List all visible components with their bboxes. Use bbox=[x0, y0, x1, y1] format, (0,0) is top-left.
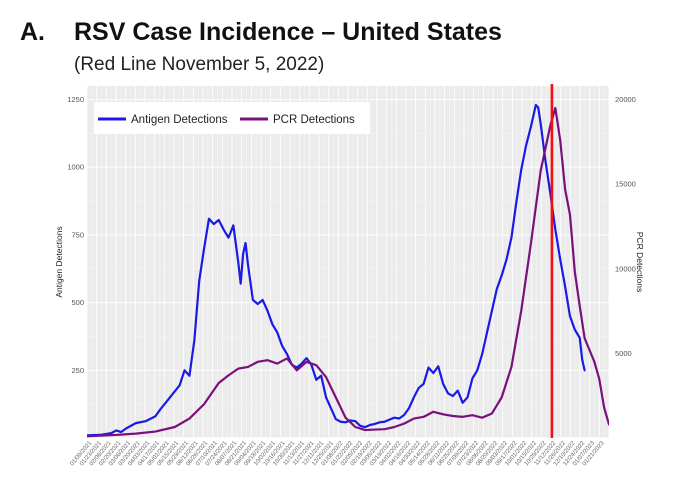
legend-label-pcr: PCR Detections bbox=[273, 114, 355, 126]
chart-title: RSV Case Incidence – United States bbox=[74, 18, 502, 46]
series-line-antigen bbox=[87, 103, 586, 437]
grid-lines bbox=[86, 86, 610, 439]
y2-axis-title: PCR Detections bbox=[635, 232, 645, 292]
series-line-pcr bbox=[87, 106, 609, 438]
legend-label-antigen: Antigen Detections bbox=[131, 114, 228, 126]
y-tick-label: 500 bbox=[71, 298, 84, 307]
y-tick-label: 750 bbox=[71, 230, 84, 239]
y-axis-title: Antigen Detections bbox=[54, 226, 64, 297]
y-tick-label: 1250 bbox=[67, 95, 84, 104]
y-tick-label: 1000 bbox=[67, 163, 84, 172]
y2-tick-label: 15000 bbox=[615, 180, 636, 189]
y2-tick-label: 5000 bbox=[615, 349, 632, 358]
x-axis: 01/09/202101/23/202102/06/202102/20/2021… bbox=[69, 440, 606, 467]
left-axis: 250 500 750 1000 1250 bbox=[67, 95, 84, 375]
series-layer bbox=[87, 103, 609, 438]
y2-tick-label: 10000 bbox=[615, 264, 636, 273]
chart-subtitle: (Red Line November 5, 2022) bbox=[74, 54, 325, 75]
legend: Antigen Detections PCR Detections bbox=[94, 102, 370, 134]
panel-letter: A. bbox=[20, 18, 45, 46]
legend-box bbox=[94, 102, 370, 134]
y-tick-label: 250 bbox=[71, 366, 84, 375]
y2-tick-label: 20000 bbox=[615, 95, 636, 104]
right-axis: 5000 10000 15000 20000 bbox=[615, 95, 636, 358]
